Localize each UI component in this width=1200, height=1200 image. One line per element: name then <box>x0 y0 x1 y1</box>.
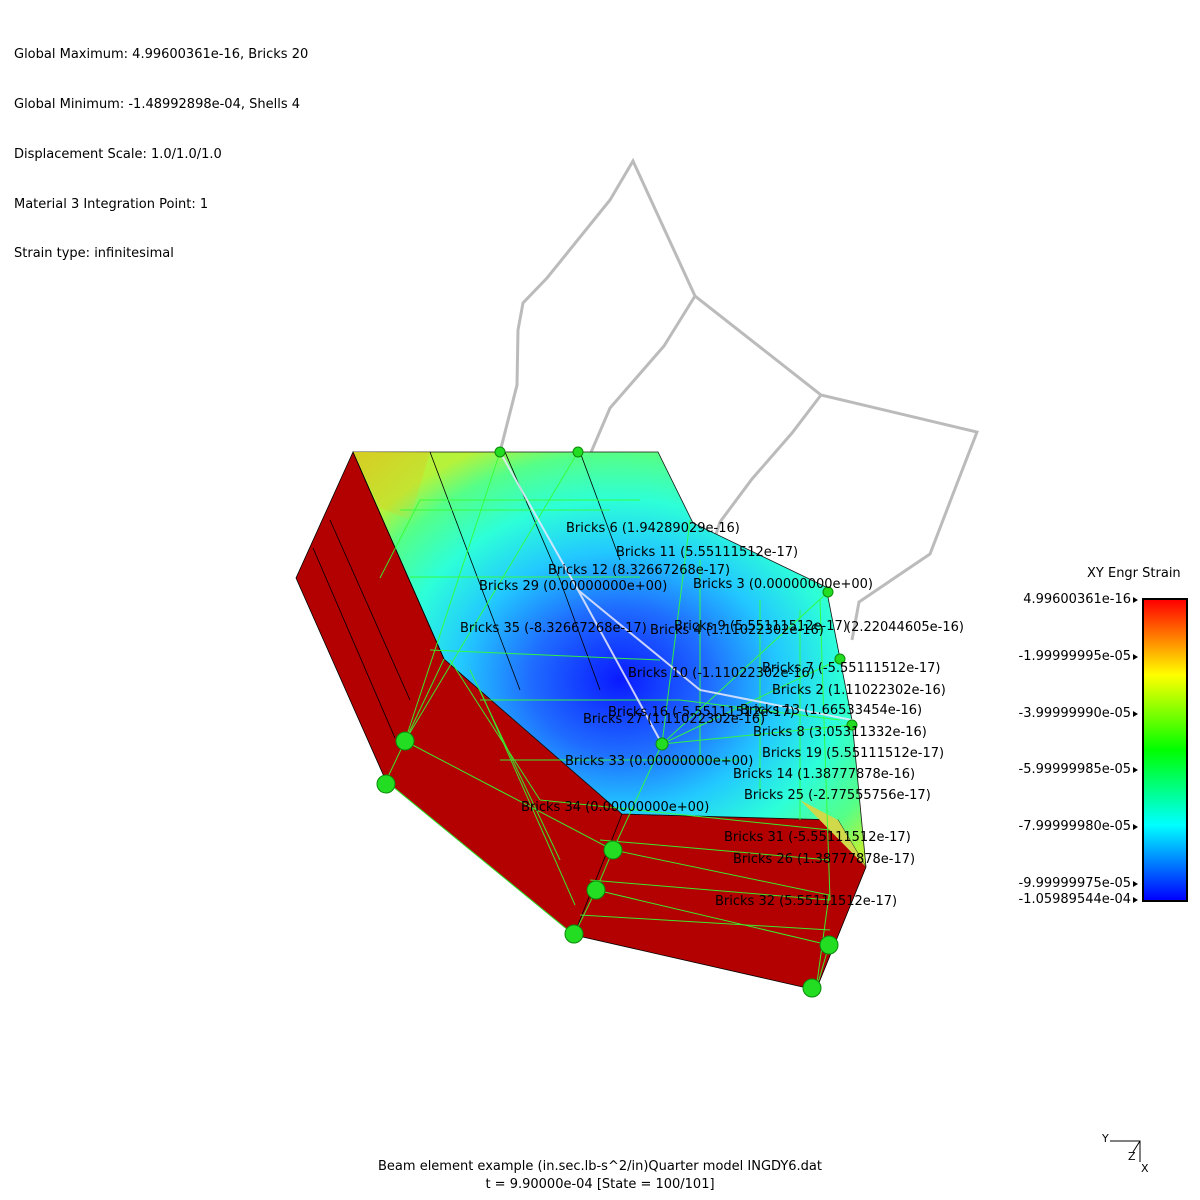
brick-label: Bricks 9 (5.55111512e-17) <box>674 619 848 634</box>
strain-colorbar <box>1142 598 1188 902</box>
node <box>603 840 623 860</box>
node <box>376 774 396 794</box>
displacement-scale-text: Displacement Scale: 1.0/1.0/1.0 <box>14 146 222 162</box>
global-maximum-text: Global Maximum: 4.99600361e-16, Bricks 2… <box>14 47 309 63</box>
node <box>834 653 846 665</box>
brick-label: Bricks 11 (5.55111512e-17) <box>616 545 798 560</box>
node <box>494 446 506 458</box>
brick-label: Bricks 2 (1.11022302e-16) <box>772 683 946 698</box>
node <box>586 880 606 900</box>
legend-tick: -9.99999975e-05 <box>998 876 1138 891</box>
node <box>572 446 584 458</box>
brick-label: Bricks 7 (-5.55111512e-17) <box>762 661 941 676</box>
brick-label: Bricks 16 (-5.55111512e-17) <box>608 705 795 720</box>
shell-element-lines <box>499 451 853 745</box>
brick-label: Bricks 29 (0.00000000e+00) <box>479 579 667 594</box>
info-header: Global Maximum: 4.99600361e-16, Bricks 2… <box>14 14 308 280</box>
legend-tick: -1.05989544e-04 <box>998 892 1138 907</box>
brick-label: Bricks 35 (-8.32667268e-17) <box>460 621 647 636</box>
brick-label: Bricks 14 (1.38777878e-16) <box>733 767 915 782</box>
node <box>822 586 834 598</box>
legend-tick: 4.99600361e-16 <box>998 592 1138 607</box>
edge-highlight <box>800 800 866 867</box>
axis-z-label: Z <box>1128 1150 1136 1163</box>
node <box>395 731 415 751</box>
axis-triad: Y Z X <box>1101 1132 1149 1175</box>
brick-label: Bricks 4 (1.11022302e-16) <box>650 623 824 638</box>
state-time: t = 9.90000e-04 [State = 100/101] <box>485 1177 715 1192</box>
brick-label: Bricks 25 (-2.77555756e-17) <box>744 788 931 803</box>
brick-label: Bricks 12 (8.32667268e-17) <box>548 563 730 578</box>
legend-tick: -3.99999990e-05 <box>998 706 1138 721</box>
brick-label: Bricks 8 (3.05311332e-16) <box>753 725 927 740</box>
legend-tick: -5.99999985e-05 <box>998 762 1138 777</box>
model-title: Beam element example (in.sec.lb-s^2/in)Q… <box>378 1159 822 1174</box>
material-integration-text: Material 3 Integration Point: 1 <box>14 196 209 212</box>
nodes <box>376 446 858 998</box>
brick-label: Bricks 31 (-5.55111512e-17) <box>724 830 911 845</box>
brick-label: Bricks 27 (1.11022302e-16) <box>583 712 765 727</box>
brick-label: Bricks 32 (5.55111512e-17) <box>715 894 897 909</box>
brick-label: Bricks 3 (0.00000000e+00) <box>693 577 873 592</box>
brick-label: Bricks 34 (0.00000000e+00) <box>521 800 709 815</box>
corner-highlight <box>353 452 430 520</box>
brick-labels: Bricks 6 (1.94289029e-16) Bricks 11 (5.5… <box>460 521 964 909</box>
top-strain-surface <box>352 451 867 868</box>
legend-tick: -7.99999980e-05 <box>998 819 1138 834</box>
strain-contour-face <box>352 451 867 868</box>
brick-label: Bricks 13 (1.66533454e-16) <box>740 703 922 718</box>
node <box>655 737 669 751</box>
brick-label: Bricks 19 (5.55111512e-17) <box>762 746 944 761</box>
axis-y-label: Y <box>1101 1132 1109 1145</box>
node <box>846 719 858 731</box>
node <box>802 978 822 998</box>
node <box>819 935 839 955</box>
legend-tick: -1.99999995e-05 <box>998 649 1138 664</box>
brick-label: (2.22044605e-16) <box>846 620 964 635</box>
axis-x-label: X <box>1141 1162 1149 1175</box>
node <box>564 924 584 944</box>
brick-label: Bricks 10 (-1.11022302e-16) <box>628 666 815 681</box>
global-minimum-text: Global Minimum: -1.48992898e-04, Shells … <box>14 96 301 112</box>
brick-label: Bricks 26 (1.38777878e-17) <box>733 852 915 867</box>
brick-label: Bricks 6 (1.94289029e-16) <box>566 521 740 536</box>
strain-type-text: Strain type: infinitesimal <box>14 246 174 262</box>
legend-title: XY Engr Strain <box>1087 566 1181 581</box>
brick-label: Bricks 33 (0.00000000e+00) <box>565 754 753 769</box>
